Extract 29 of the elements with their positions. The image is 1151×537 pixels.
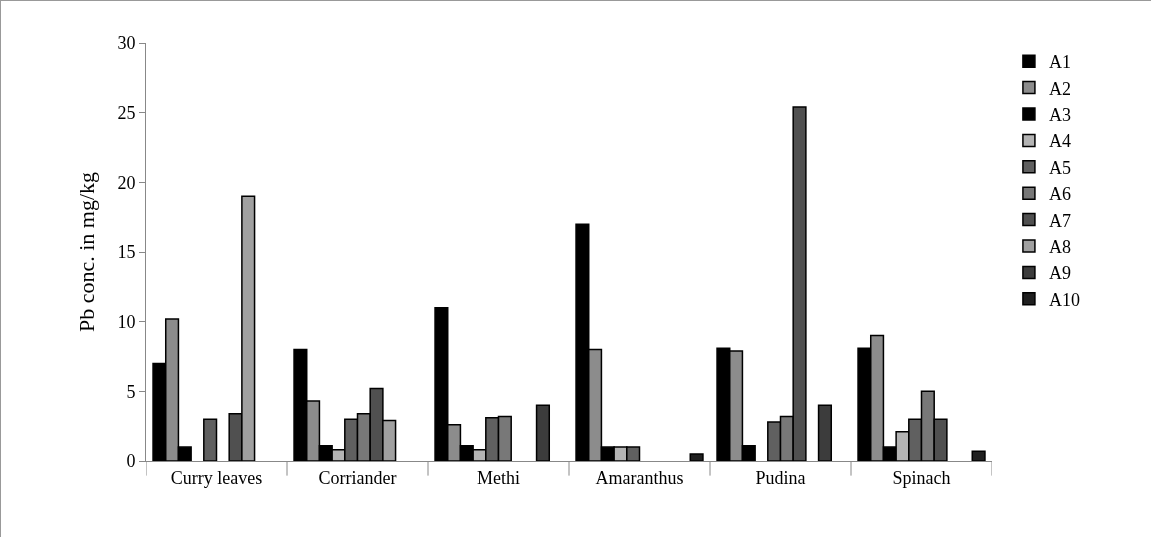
- y-tick-label: 10: [117, 311, 136, 332]
- x-tick-label: Methi: [477, 467, 520, 488]
- legend-label: A1: [1048, 52, 1071, 73]
- x-tick-label: Pudina: [755, 467, 806, 488]
- legend-label: A5: [1048, 157, 1071, 178]
- legend-label: A7: [1048, 210, 1071, 231]
- x-tick-label: Amaranthus: [595, 467, 684, 488]
- legend-label: A9: [1048, 263, 1071, 284]
- bar: [689, 453, 704, 461]
- y-axis-title: Pb conc. in mg/kg: [74, 171, 100, 333]
- y-tick-label: 30: [117, 33, 136, 54]
- y-tick-label: 5: [126, 381, 136, 402]
- x-tick-label: Spinach: [892, 467, 951, 488]
- bar: [203, 418, 218, 461]
- y-tick-label: 0: [126, 451, 136, 472]
- legend-label: A4: [1048, 131, 1071, 152]
- legend-label: A10: [1048, 289, 1080, 310]
- bar: [535, 404, 551, 461]
- legend-label: A3: [1048, 105, 1071, 126]
- y-tick-label: 25: [117, 102, 136, 123]
- bar: [971, 450, 986, 461]
- legend-label: A2: [1048, 78, 1071, 99]
- y-tick-label: 20: [117, 172, 136, 193]
- legend-label: A8: [1048, 237, 1071, 258]
- bar: [817, 404, 833, 461]
- legend-label: A6: [1048, 184, 1071, 205]
- x-tick-label: Curry leaves: [170, 467, 263, 488]
- x-tick-label: Corriander: [318, 467, 397, 488]
- y-tick-label: 15: [117, 242, 136, 263]
